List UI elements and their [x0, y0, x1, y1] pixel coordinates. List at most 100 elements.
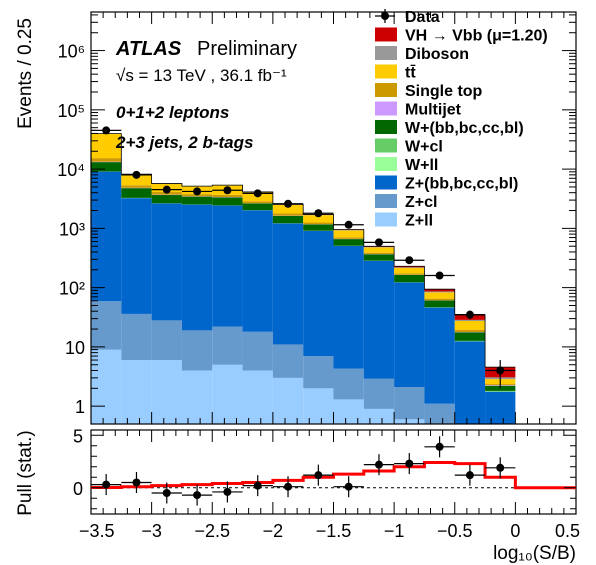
stack-bar-diboson-12: [454, 319, 486, 322]
x-tick-label: −1: [384, 521, 405, 541]
y-tick-label: 10: [65, 338, 85, 358]
stack-bar-w-bb-bc-cc-bl--6: [272, 215, 304, 224]
legend-swatch-8: [375, 157, 397, 171]
legend-swatch-4: [375, 83, 397, 97]
pull-point-2: [162, 489, 171, 497]
pull-y-tick-label: 5: [73, 426, 83, 446]
stack-bar-diboson-11: [424, 291, 455, 293]
stack-bar-z-ll-9: [363, 408, 395, 424]
stack-bar-z-ll-7: [303, 388, 334, 424]
pull-point-0: [102, 480, 111, 489]
x-tick-label: 0.5: [555, 521, 580, 541]
stack-bar-w-bb-bc-cc-bl--5: [242, 203, 273, 211]
stack-bar-z-bb-bc-cc-bl--5: [242, 210, 273, 332]
stack-bar-z-ll-5: [242, 370, 273, 424]
stack-bar-w-bb-bc-cc-bl--9: [363, 254, 395, 261]
stack-bar-z-cl-7: [303, 356, 334, 389]
stack-bar-z-cl-2: [151, 320, 182, 361]
pull-y-tick-label: 0: [73, 479, 83, 499]
data-point-2: [162, 185, 171, 194]
pull-point-7: [314, 471, 323, 480]
x-tick-label: 0: [510, 521, 520, 541]
data-point-12: [465, 310, 474, 319]
pull-point-8: [344, 482, 353, 491]
legend-swatch-10: [375, 194, 397, 208]
y-tick-label: 10⁴: [57, 160, 85, 180]
pull-point-4: [223, 487, 232, 496]
stack-bar-z-bb-bc-cc-bl--1: [121, 198, 152, 314]
pull-point-13: [496, 463, 505, 472]
y-tick-label: 10⁵: [58, 101, 85, 121]
pull-point-6: [284, 482, 293, 491]
stack-bar-w-bb-bc-cc-bl--8: [333, 239, 364, 246]
x-tick-label: −2.5: [194, 521, 230, 541]
data-point-6: [284, 199, 293, 208]
data-point-5: [253, 189, 262, 198]
stack-bar-z-cl-0: [91, 301, 122, 350]
legend-label-7: W+cl: [405, 139, 443, 156]
stack-bar-single-top-12: [454, 329, 486, 332]
stack-bar-tt--10: [394, 268, 425, 274]
data-point-9: [374, 238, 383, 247]
stack-bar-w-bb-bc-cc-bl--12: [454, 332, 486, 341]
stack-bar-tt--0: [91, 133, 122, 159]
stack-bar-z-bb-bc-cc-bl--3: [181, 204, 213, 331]
data-point-8: [344, 220, 353, 229]
stack-bar-z-ll-1: [121, 360, 152, 424]
stack-bar-z-bb-bc-cc-bl--12: [454, 341, 486, 424]
x-tick-label: −3.5: [79, 521, 115, 541]
legend-label-9: Z+(bb,bc,cc,bl): [405, 176, 518, 193]
y-tick-label: 1: [75, 397, 85, 417]
x-tick-label: −2: [263, 521, 284, 541]
stack-bar-z-cl-10: [394, 387, 425, 420]
stack-bar-diboson-9: [363, 246, 395, 248]
pull-frame: [90, 429, 577, 515]
stack-bar-single-top-11: [424, 298, 455, 301]
legend-data-marker: [381, 12, 389, 20]
stack-bar-z-bb-bc-cc-bl--7: [303, 230, 334, 357]
stack-bar-w-bb-bc-cc-bl--7: [303, 224, 334, 231]
stack-bar-z-cl-3: [181, 330, 213, 371]
stack-bar-z-ll-0: [91, 349, 122, 424]
stack-bar-w-bb-bc-cc-bl--11: [424, 300, 455, 308]
pull-point-9: [374, 460, 383, 469]
pull-point-1: [132, 478, 141, 487]
stack-bar-diboson-8: [333, 229, 364, 231]
stack-bar-w-bb-bc-cc-bl--4: [212, 197, 243, 206]
stack-bar-z-bb-bc-cc-bl--13: [485, 391, 516, 424]
data-point-4: [223, 186, 232, 195]
stack-total-outline: [91, 133, 516, 368]
stack-bar-z-cl-8: [333, 368, 364, 400]
stack-bar-z-bb-bc-cc-bl--8: [333, 245, 364, 369]
stack-bar-z-ll-4: [212, 364, 243, 424]
stack-bar-tt--12: [454, 321, 486, 330]
stack-bar-z-ll-10: [394, 419, 425, 424]
stack-bar-single-top-1: [121, 185, 152, 188]
stack-bar-w-cl-13: [485, 390, 516, 392]
stack-bar-z-cl-9: [363, 378, 395, 409]
stack-bar-z-cl-6: [272, 344, 304, 378]
stack-bar-tt--6: [272, 204, 304, 214]
stack-bar-z-bb-bc-cc-bl--11: [424, 307, 455, 404]
stack-bar-z-bb-bc-cc-bl--6: [272, 223, 304, 345]
legend-swatch-6: [375, 120, 397, 134]
stack-bar-single-top-6: [272, 213, 304, 216]
preliminary-label: Preliminary: [197, 38, 297, 60]
stack-bar-z-ll-6: [272, 377, 304, 424]
stack-bar-tt--11: [424, 292, 455, 299]
stack-bar-z-ll-8: [333, 399, 364, 424]
pull-y-axis-title: Pull (stat.): [15, 430, 36, 516]
stack-bar-z-bb-bc-cc-bl--10: [394, 282, 425, 388]
stack-bar-w-bb-bc-cc-bl--1: [121, 188, 152, 198]
y-tick-label: 10²: [59, 279, 85, 299]
y-tick-label: 10³: [59, 219, 85, 239]
stack-bar-z-cl-1: [121, 313, 152, 361]
data-point-0: [102, 126, 111, 135]
data-point-11: [435, 271, 444, 280]
legend-label-1: VH → Vbb (μ=1.20): [405, 28, 548, 45]
stack-bar-tt--1: [121, 174, 152, 186]
pull-point-3: [193, 491, 202, 500]
legend-label-4: Single top: [405, 83, 483, 100]
stack-bar-tt--8: [333, 230, 364, 238]
legend-label-5: Multijet: [405, 102, 462, 119]
